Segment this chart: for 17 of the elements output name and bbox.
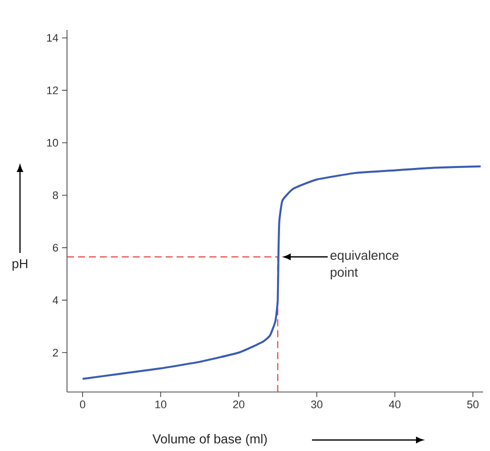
y-tick-label: 6 bbox=[52, 244, 58, 252]
x-tick-label: 10 bbox=[155, 400, 166, 408]
y-axis-title: pH bbox=[12, 259, 28, 271]
x-tick-label: 40 bbox=[388, 400, 400, 408]
y-tick-label: 4 bbox=[52, 296, 58, 304]
y-tick-label: 14 bbox=[47, 34, 58, 42]
x-tick-label: 20 bbox=[233, 400, 244, 408]
annotation: equivalence point bbox=[330, 250, 398, 280]
line-series bbox=[82, 165, 482, 380]
y-tick-label: 8 bbox=[52, 191, 58, 200]
y-tick-label: 12 bbox=[47, 86, 58, 94]
x-tick-label: 30 bbox=[311, 400, 322, 408]
x-tick-label: 50 bbox=[467, 400, 479, 408]
x-tick-label: 0 bbox=[80, 400, 86, 408]
y-tick-label: 10 bbox=[47, 138, 58, 147]
y-tick-label: 2 bbox=[52, 348, 58, 356]
x-axis-title: Volume of base (ml) bbox=[152, 434, 267, 446]
